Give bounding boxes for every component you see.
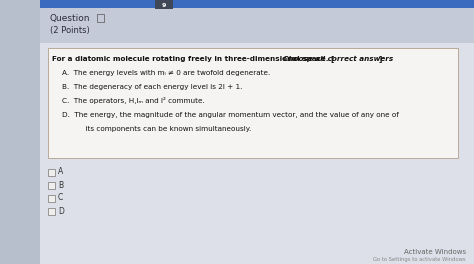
Text: its components can be known simultaneously.: its components can be known simultaneous… [72,126,251,132]
Text: C.  The operators, H,lₘ and l² commute.: C. The operators, H,lₘ and l² commute. [62,97,205,105]
Bar [48,195,55,201]
Text: Question: Question [50,13,91,22]
Bar [48,168,55,176]
Bar [0,0,40,264]
Text: A.  The energy levels with mₗ ≠ 0 are twofold degenerate.: A. The energy levels with mₗ ≠ 0 are two… [62,70,270,76]
Bar [48,48,458,158]
Text: Choose all correct answers: Choose all correct answers [283,56,393,62]
Text: A: A [58,167,63,177]
Text: ]: ] [379,55,383,63]
Text: 9: 9 [162,3,166,8]
Text: For a diatomic molecule rotating freely in three-dimensional space. [: For a diatomic molecule rotating freely … [52,55,334,63]
Text: B.  The degeneracy of each energy level is 2l + 1.: B. The degeneracy of each energy level i… [62,84,242,90]
Bar [48,208,55,214]
Text: C: C [58,194,63,202]
Text: D.  The energy, the magnitude of the angular momentum vector, and the value of a: D. The energy, the magnitude of the angu… [62,112,399,118]
Bar [40,43,474,264]
Bar [97,14,104,22]
Bar [40,0,474,8]
Text: Activate Windows: Activate Windows [404,249,466,255]
Text: D: D [58,206,64,215]
Bar [155,0,173,9]
Bar [40,8,474,43]
Text: B: B [58,181,63,190]
Bar [48,182,55,188]
Text: (2 Points): (2 Points) [50,26,90,35]
Text: Go to Settings to activate Windows: Go to Settings to activate Windows [374,257,466,262]
